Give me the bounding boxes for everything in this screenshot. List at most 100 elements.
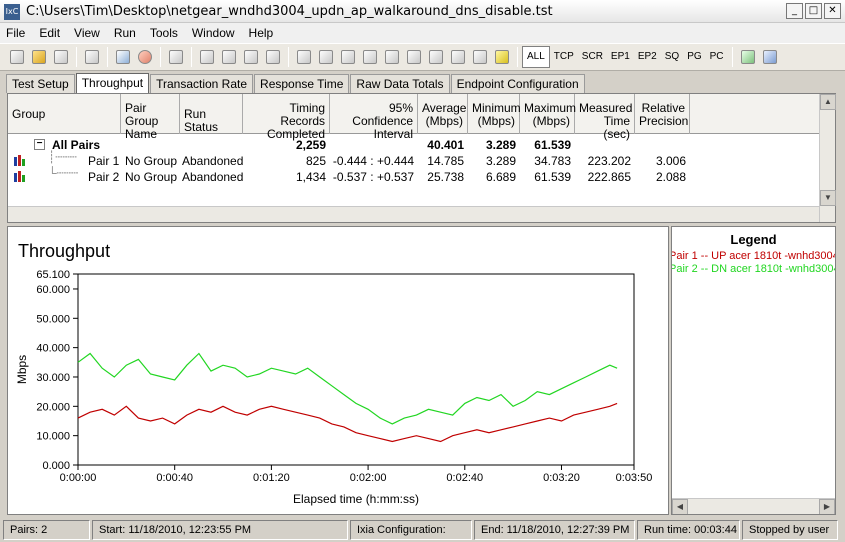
column-run-status[interactable]: Run Status (180, 94, 243, 134)
tab-response-time[interactable]: Response Time (254, 74, 350, 93)
filter-scr-button[interactable]: SCR (581, 51, 603, 62)
legend-entry-pair-1: Pair 1 -- UP acer 1810t -wnhd3004 (671, 250, 836, 262)
tree-connector: └┄┄┄ (48, 166, 79, 180)
menu-window[interactable]: Window (191, 26, 235, 40)
grid-vertical-scrollbar[interactable]: ▲ ▼ (819, 94, 836, 222)
menu-help[interactable]: Help (248, 26, 274, 40)
tab-transaction-rate[interactable]: Transaction Rate (150, 74, 254, 93)
x-tick-label: 0:00:00 (60, 472, 97, 484)
relative-precision: 3.006 (655, 154, 686, 168)
column-measured-time[interactable]: Measured Time (sec) (575, 94, 635, 141)
toolbar-separator (288, 47, 289, 67)
delete-pair-icon[interactable] (262, 46, 284, 68)
plot-frame (77, 273, 635, 466)
scroll-up-icon[interactable]: ▲ (820, 94, 836, 110)
all-pairs-row[interactable]: − All Pairs 2,259 40.401 3.289 61.539 (8, 137, 820, 153)
monitor-icon[interactable] (337, 46, 359, 68)
chart-icon[interactable] (447, 46, 469, 68)
confidence-interval: -0.444 : +0.444 (332, 154, 414, 168)
menu-edit[interactable]: Edit (39, 26, 61, 40)
y-tick-label: 10.000 (36, 431, 70, 443)
toolbar: ALL TCP SCR EP1 EP2 SQ PG PC (0, 43, 845, 71)
legend-panel: Legend Pair 1 -- UP acer 1810t -wnhd3004… (671, 226, 836, 515)
run-status: Abandoned (182, 170, 244, 184)
tab-test-setup[interactable]: Test Setup (6, 74, 75, 93)
filter-pg-button[interactable]: PG (687, 51, 702, 62)
run-icon[interactable] (112, 46, 134, 68)
topology-icon[interactable] (359, 46, 381, 68)
graph-icon[interactable] (469, 46, 491, 68)
new-file-icon[interactable] (6, 46, 28, 68)
print-icon[interactable] (81, 46, 103, 68)
menu-tools[interactable]: Tools (149, 26, 178, 40)
toolbar-separator (107, 47, 108, 67)
series-line-pair-2 (77, 352, 618, 425)
tab-throughput[interactable]: Throughput (75, 73, 150, 93)
column-maximum[interactable]: Maximum (Mbps) (520, 94, 576, 134)
close-button[interactable]: ✕ (824, 3, 841, 19)
report-icon[interactable] (403, 46, 425, 68)
open-folder-icon[interactable] (28, 46, 50, 68)
tab-endpoint-configuration[interactable]: Endpoint Configuration (450, 74, 585, 93)
collapse-icon[interactable]: − (34, 139, 45, 150)
legend-scrollbar[interactable]: ◀ ▶ (672, 498, 835, 514)
minimum: 6.689 (485, 170, 516, 184)
average: 14.785 (427, 154, 464, 168)
menu-view[interactable]: View (74, 26, 100, 40)
status-pairs: Pairs: 2 (3, 520, 90, 540)
x-tick-label: 0:02:40 (446, 472, 483, 484)
grid-horizontal-scrollbar[interactable] (8, 206, 820, 222)
export-icon[interactable] (737, 46, 759, 68)
table-row[interactable]: └┄┄┄ Pair 2 No Group Abandoned 1,434 -0.… (8, 166, 820, 185)
filter-ep2-button[interactable]: EP2 (637, 51, 657, 62)
maximize-button[interactable]: □ (805, 3, 822, 19)
results-grid: Group Pair Group Name Run Status Timing … (7, 93, 836, 223)
script-icon[interactable] (425, 46, 447, 68)
column-minimum[interactable]: Minimum (Mbps) (468, 94, 521, 134)
endpoint-icon[interactable] (315, 46, 337, 68)
x-tick-label: 0:03:20 (543, 472, 580, 484)
copy-pair-icon[interactable] (218, 46, 240, 68)
tab-raw-data-totals[interactable]: Raw Data Totals (350, 74, 450, 93)
pair-group-name: No Group (125, 170, 178, 184)
minimize-button[interactable]: _ (786, 3, 803, 19)
column-average[interactable]: Average (Mbps) (418, 94, 468, 134)
y-axis-label: Mbps (15, 355, 29, 384)
display-icon[interactable] (381, 46, 403, 68)
table-row[interactable]: ┊┄┄┄ Pair 1 No Group Abandoned 825 -0.44… (8, 150, 820, 169)
column-group[interactable]: Group (8, 94, 121, 134)
add-pair-icon[interactable] (196, 46, 218, 68)
maximum: 34.783 (534, 154, 571, 168)
save-results-icon[interactable] (759, 46, 781, 68)
network-icon[interactable] (293, 46, 315, 68)
status-stopped: Stopped by user (742, 520, 838, 540)
results-tabs: Test Setup Throughput Transaction Rate R… (6, 73, 586, 93)
series-line-pair-1 (77, 402, 618, 443)
stop-icon[interactable] (134, 46, 156, 68)
minimum: 3.289 (485, 154, 516, 168)
x-tick-label: 0:02:00 (350, 472, 387, 484)
refresh-icon[interactable] (165, 46, 187, 68)
confidence-interval: -0.537 : +0.537 (332, 170, 414, 184)
y-tick-label: 30.000 (36, 372, 70, 384)
filter-pc-button[interactable]: PC (709, 51, 724, 62)
sort-icon[interactable] (491, 46, 513, 68)
filter-sq-button[interactable]: SQ (664, 51, 680, 62)
scroll-right-icon[interactable]: ▶ (819, 499, 835, 514)
menu-file[interactable]: File (6, 26, 26, 40)
column-pair-group-name[interactable]: Pair Group Name (121, 94, 180, 141)
column-confidence-interval[interactable]: 95% Confidence Interval (330, 94, 418, 141)
column-relative-precision[interactable]: Relative Precision (635, 94, 690, 134)
toolbar-separator (731, 47, 733, 67)
filter-tcp-button[interactable]: TCP (553, 51, 574, 62)
scroll-left-icon[interactable]: ◀ (672, 499, 688, 514)
save-icon[interactable] (50, 46, 72, 68)
edit-pair-icon[interactable] (240, 46, 262, 68)
menu-run[interactable]: Run (113, 26, 136, 40)
scroll-down-icon[interactable]: ▼ (820, 190, 836, 206)
filter-ep1-button[interactable]: EP1 (610, 51, 630, 62)
pair-name: Pair 1 (88, 154, 120, 168)
x-tick-label: 0:00:40 (156, 472, 193, 484)
filter-all-button[interactable]: ALL (522, 46, 550, 68)
column-timing-records[interactable]: Timing Records Completed (243, 94, 330, 141)
